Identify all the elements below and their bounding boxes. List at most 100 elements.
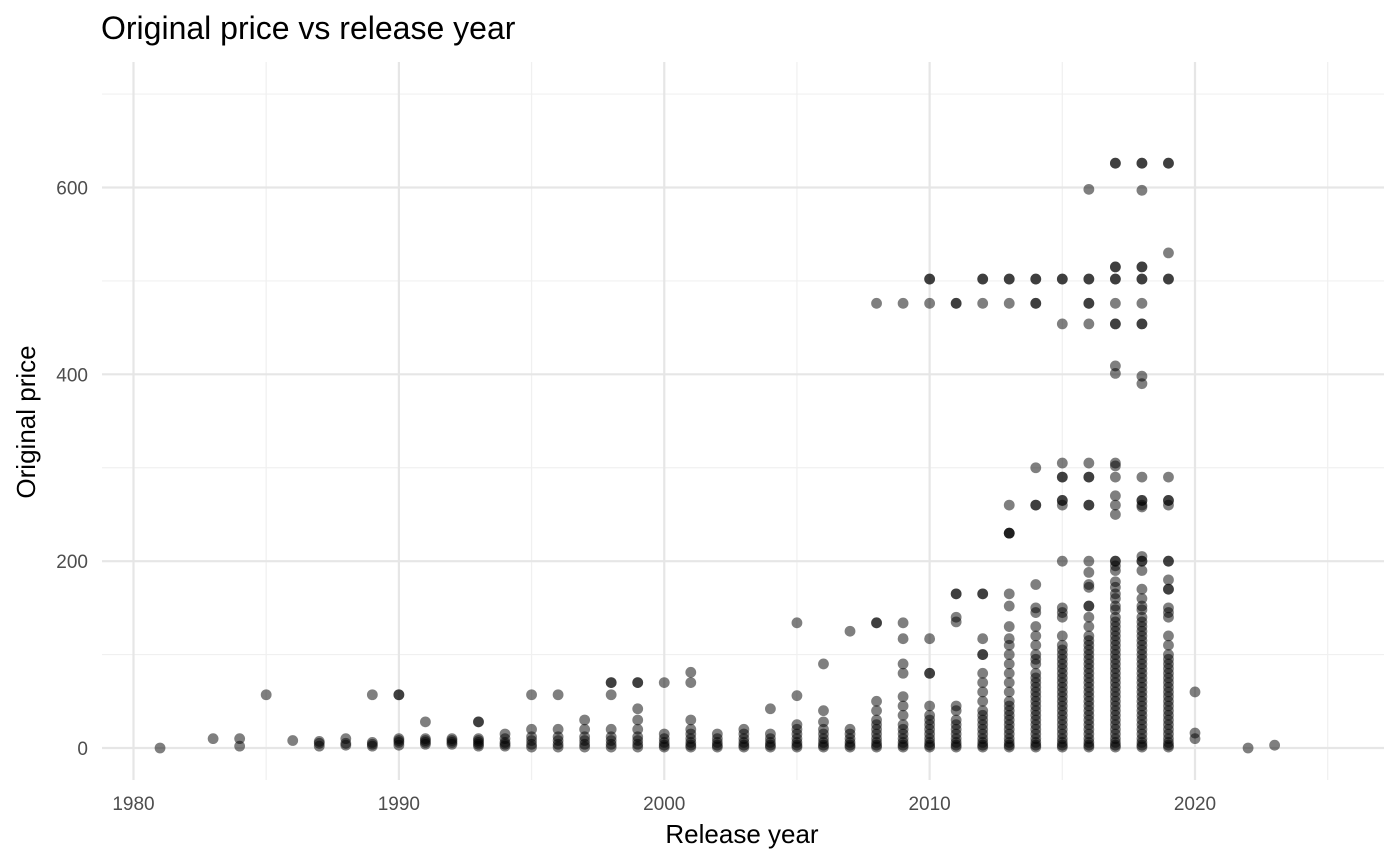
data-point (1003, 649, 1015, 660)
data-point (977, 695, 989, 707)
data-point (393, 735, 405, 746)
data-point (685, 677, 697, 689)
data-point (685, 666, 697, 678)
data-point (1030, 630, 1042, 642)
data-point (1083, 555, 1095, 567)
data-point (897, 297, 909, 309)
data-point (1136, 378, 1148, 390)
data-point (871, 705, 882, 717)
data-point (1109, 509, 1121, 520)
data-point (924, 633, 936, 645)
data-point (552, 723, 564, 735)
data-point (499, 738, 511, 750)
data-point (1163, 157, 1174, 169)
x-tick-label: 1980 (112, 794, 154, 815)
data-point (552, 741, 564, 753)
data-point (844, 625, 856, 637)
data-point (605, 741, 617, 753)
data-point (924, 741, 936, 753)
data-point (605, 689, 617, 701)
data-point (658, 677, 670, 689)
data-point (1030, 607, 1042, 618)
data-point (1003, 297, 1015, 309)
data-point (1056, 741, 1068, 753)
data-point (526, 723, 537, 735)
data-point (818, 705, 829, 717)
data-point (1163, 555, 1174, 567)
data-points (154, 157, 1281, 754)
data-point (1163, 583, 1174, 595)
data-point (924, 273, 936, 285)
data-point (1056, 630, 1068, 642)
data-point (1083, 566, 1095, 578)
data-point (1109, 261, 1121, 273)
data-point (1109, 490, 1121, 502)
data-point (632, 703, 644, 715)
data-point (1109, 318, 1121, 330)
data-point (685, 741, 697, 753)
data-point (1030, 658, 1042, 670)
data-point (897, 691, 909, 703)
data-point (1109, 367, 1121, 379)
major-gridlines (102, 62, 1384, 780)
y-axis-ticks: 0 200 400 600 (56, 179, 88, 761)
data-point (234, 733, 246, 745)
data-point (1083, 457, 1095, 469)
data-point (897, 633, 909, 645)
data-point (1083, 471, 1095, 483)
data-point (1109, 741, 1121, 753)
data-point (526, 741, 537, 753)
data-point (1163, 247, 1174, 259)
data-point (313, 737, 325, 749)
data-point (1136, 604, 1148, 616)
data-point (977, 297, 989, 309)
data-point (1030, 621, 1042, 632)
data-point (1136, 501, 1148, 513)
minor-gridlines (102, 62, 1384, 780)
data-point (1136, 273, 1148, 285)
data-point (1056, 457, 1068, 469)
data-point (632, 714, 644, 726)
data-point (1269, 739, 1281, 751)
data-point (1003, 588, 1015, 600)
data-point (605, 677, 617, 689)
data-point (287, 735, 299, 746)
data-point (1163, 499, 1174, 511)
data-point (1163, 574, 1174, 586)
data-point (871, 741, 882, 753)
data-point (552, 689, 564, 701)
data-point (977, 633, 989, 645)
data-point (1083, 581, 1095, 593)
data-point (579, 714, 591, 726)
data-point (924, 297, 936, 309)
data-point (818, 658, 829, 670)
data-point (1136, 261, 1148, 273)
data-point (685, 714, 697, 726)
y-tick-label: 600 (56, 179, 88, 200)
data-point (340, 739, 352, 751)
data-point (1136, 297, 1148, 309)
data-point (1003, 527, 1015, 539)
x-tick-label: 1990 (378, 794, 420, 815)
data-point (1163, 639, 1174, 651)
data-point (207, 733, 219, 745)
data-point (897, 700, 909, 712)
data-point (1056, 318, 1068, 330)
x-axis-title: Release year (665, 819, 819, 849)
data-point (818, 716, 829, 728)
data-point (1030, 499, 1042, 511)
data-point (366, 738, 378, 750)
data-point (1003, 658, 1015, 670)
data-point (658, 741, 670, 753)
data-point (1163, 273, 1174, 285)
data-point (1003, 621, 1015, 632)
data-point (1056, 555, 1068, 567)
data-point (1030, 462, 1042, 474)
data-point (977, 649, 989, 660)
data-point (1003, 677, 1015, 689)
data-point (977, 273, 989, 285)
data-point (632, 677, 644, 689)
data-point (950, 741, 962, 753)
data-point (871, 297, 882, 309)
data-point (791, 617, 803, 629)
